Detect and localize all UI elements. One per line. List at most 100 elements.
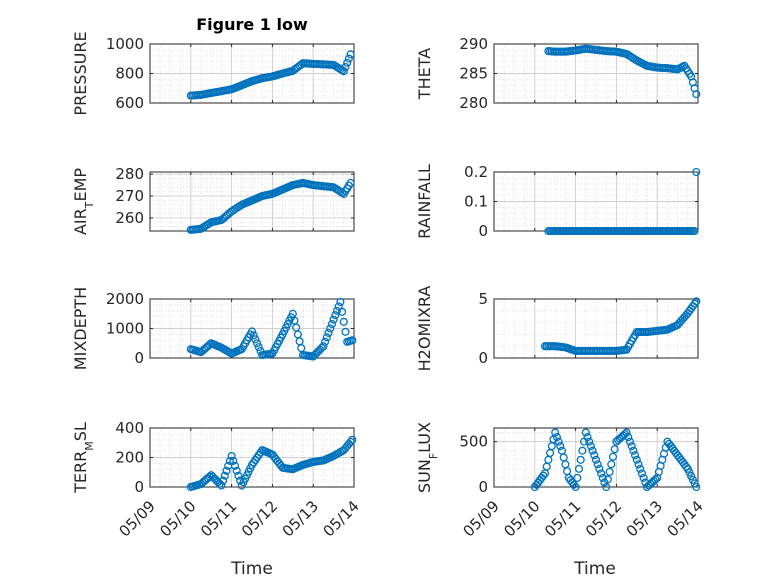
- data-point: [343, 58, 352, 67]
- y-tick-label: 285: [459, 65, 488, 83]
- y-axis-label-part: H2OMIXRA: [415, 286, 434, 372]
- y-axis-label-part: RAINFALL: [415, 164, 434, 239]
- data-point: [205, 472, 214, 481]
- axes-air_temp: 260 270 280 AIRTEMP: [71, 165, 355, 235]
- axes-theta: 280 285 290 THETA: [415, 35, 701, 112]
- data-point: [321, 337, 330, 346]
- data-point: [598, 473, 607, 482]
- data-point: [554, 437, 563, 446]
- data-point: [690, 226, 699, 236]
- y-tick-label: 0.1: [464, 193, 488, 211]
- y-axis-label-sun_flux: SUNFLUX: [415, 422, 440, 493]
- data-point: [324, 328, 333, 337]
- data-point: [637, 469, 646, 478]
- series-theta: [544, 44, 701, 99]
- axes-box-sun_flux: [493, 427, 699, 488]
- data-point: [610, 445, 619, 454]
- data-point: [331, 311, 340, 320]
- y-tick-label: 800: [115, 65, 144, 83]
- y-axis-label-part: THETA: [415, 48, 434, 100]
- axes-box-air_temp: [149, 171, 355, 232]
- data-point: [326, 324, 335, 333]
- y-tick-label: 290: [459, 35, 488, 53]
- axes-rainfall: 0 0.1 0.2 RAINFALL: [415, 163, 701, 240]
- y-tick-label: 200: [115, 449, 144, 467]
- data-point: [571, 482, 580, 492]
- axes-box-h2omixra: [493, 298, 699, 359]
- data-point: [583, 433, 592, 442]
- data-point: [220, 471, 229, 480]
- series-air_temp: [186, 178, 355, 234]
- figure-title: Figure 1 low: [196, 15, 308, 34]
- data-point: [348, 336, 357, 345]
- y-axis-label-part: SUN: [415, 459, 434, 493]
- data-point: [632, 455, 641, 464]
- series-pressure: [186, 50, 355, 100]
- data-point: [217, 481, 226, 490]
- data-point: [552, 433, 561, 442]
- data-point: [651, 475, 660, 484]
- data-point: [692, 90, 701, 99]
- x-axis-label-left: Time: [230, 559, 273, 579]
- data-point: [629, 446, 638, 455]
- data-point: [597, 469, 606, 478]
- data-point: [336, 297, 345, 307]
- data-point: [624, 433, 633, 442]
- data-point: [573, 473, 582, 482]
- data-point: [591, 455, 601, 464]
- data-point: [339, 317, 348, 326]
- y-tick-label: 280: [115, 165, 144, 183]
- y-axis-label-mixdepth: MIXDEPTH: [71, 287, 90, 370]
- data-point: [346, 50, 355, 59]
- data-point: [339, 67, 348, 76]
- y-axis-label-part: AIR: [71, 208, 90, 235]
- y-tick-label: 1000: [106, 35, 144, 53]
- data-point: [341, 63, 350, 72]
- y-axis-label-rainfall: RAINFALL: [415, 164, 434, 239]
- series-h2omixra: [540, 297, 701, 355]
- data-point: [607, 460, 616, 469]
- data-point: [605, 467, 614, 476]
- y-axis-label-part: M: [83, 441, 96, 451]
- data-point: [639, 473, 648, 482]
- data-point: [222, 466, 231, 475]
- y-axis-label-part: F: [427, 453, 440, 459]
- data-point: [329, 315, 338, 324]
- y-tick-label: 400: [115, 419, 144, 437]
- data-point: [631, 451, 640, 460]
- axes-mixdepth: 0 1000 2000 MIXDEPTH: [71, 287, 357, 370]
- data-point: [586, 442, 595, 451]
- data-point: [576, 455, 585, 464]
- data-point: [682, 462, 691, 471]
- axes-pressure: 600 800 1000 PRESSURE: [71, 31, 355, 116]
- data-point: [346, 178, 355, 187]
- y-axis-label-part: EMP: [71, 168, 90, 202]
- data-point: [622, 428, 631, 437]
- data-point: [232, 466, 241, 475]
- y-axis-label-theta: THETA: [415, 48, 434, 100]
- data-point: [636, 464, 645, 473]
- data-point: [247, 327, 257, 336]
- data-point: [574, 464, 584, 473]
- y-axis-label-h2omixra: H2OMIXRA: [415, 286, 434, 372]
- data-point: [627, 442, 636, 451]
- data-point: [590, 451, 599, 460]
- data-point: [602, 482, 611, 492]
- data-point: [225, 456, 234, 465]
- y-tick-label: 5: [478, 290, 488, 308]
- data-point: [551, 428, 560, 437]
- data-point: [348, 435, 357, 444]
- data-point: [249, 331, 258, 340]
- y-axis-label-pressure: PRESSURE: [71, 31, 90, 115]
- y-tick-label: 260: [115, 209, 144, 227]
- data-point: [322, 333, 331, 342]
- data-point: [692, 167, 701, 177]
- data-point: [230, 461, 240, 470]
- y-tick-label: 600: [115, 94, 144, 112]
- y-tick-label: 500: [459, 433, 488, 451]
- data-point: [227, 451, 236, 461]
- data-point: [692, 297, 701, 306]
- data-point: [625, 437, 635, 446]
